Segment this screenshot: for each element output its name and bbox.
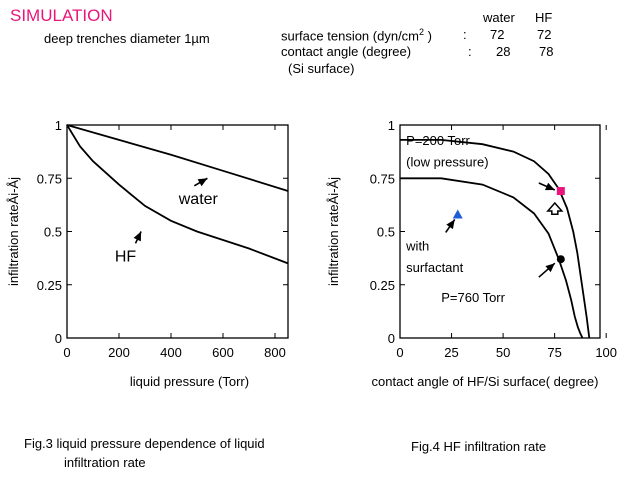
row-label-contact-angle: contact angle (degree) <box>281 44 412 59</box>
row-label-surface-tension: surface tension (dyn/cm2 ) <box>281 27 432 44</box>
x-tick-label: 800 <box>264 345 286 360</box>
low-pressure-arrow-head <box>544 182 555 191</box>
value-water-surface-tension: 72 <box>490 27 505 42</box>
surfactant-arrow-head <box>446 219 455 230</box>
curve-label-3: surfactant <box>406 260 463 275</box>
point-with-surfactant <box>452 209 463 219</box>
value-hf-contact-angle: 78 <box>539 44 554 59</box>
series-line-1 <box>66 124 289 265</box>
series-line-0 <box>66 124 289 192</box>
pressure-increase-arrow <box>546 201 564 215</box>
y-tick-label: 0 <box>55 331 62 346</box>
value-hf-surface-tension: 72 <box>537 27 552 42</box>
x-axis-label: liquid pressure (Torr) <box>130 374 249 389</box>
curve-label-0: P=200 Torr <box>406 133 470 148</box>
y-tick-label: 0.5 <box>377 225 395 240</box>
x-axis-label: contact angle of HF/Si surface( degree) <box>372 374 599 389</box>
fig3-caption: Fig.3 liquid pressure dependence of liqu… <box>24 436 265 451</box>
point-high-pressure-point <box>556 255 565 264</box>
y-tick-label: 0.25 <box>37 278 62 293</box>
curve-label-1: (low pressure) <box>406 155 488 170</box>
series-line-0 <box>400 139 591 339</box>
trench-diameter-note: deep trenches diameter 1µm <box>44 31 210 46</box>
col-header-hf: HF <box>535 10 553 25</box>
high-pressure-arrow-head <box>545 263 555 273</box>
col-header-water: water <box>483 10 515 25</box>
si-surface-note: (Si surface) <box>288 61 355 76</box>
row-sep-contact-angle: : <box>468 44 472 59</box>
fig3-caption-line2: infiltration rate <box>64 455 146 470</box>
value-water-contact-angle: 28 <box>496 44 511 59</box>
y-tick-label: 1 <box>55 118 62 133</box>
x-tick-label: 0 <box>63 345 70 360</box>
y-tick-label: 0.75 <box>370 171 395 186</box>
hf-arrow-head <box>133 231 142 242</box>
simulation-title: SIMULATION <box>10 6 113 25</box>
x-tick-label: 0 <box>396 345 403 360</box>
y-tick-label: 0.25 <box>370 278 395 293</box>
y-axis-label: infiltration rateÅi-Åj <box>6 177 21 286</box>
y-tick-label: 0 <box>388 331 395 346</box>
y-tick-label: 1 <box>388 118 395 133</box>
contact-angle-chart: 0 25 50 75 100 0 0.25 0.5 0.75 1 contact angle of … <box>326 118 617 389</box>
y-axis-label: infiltration rateÅi-Åj <box>326 177 341 286</box>
y-tick-label: 0.5 <box>44 225 62 240</box>
curve-label-4: P=760 Torr <box>441 290 505 305</box>
x-tick-label: 200 <box>108 345 130 360</box>
x-tick-label: 400 <box>160 345 182 360</box>
label-water: water <box>178 191 219 208</box>
x-tick-label: 75 <box>547 345 561 360</box>
curve-label-2: with <box>405 239 429 254</box>
x-tick-label: 25 <box>444 345 458 360</box>
point-low-pressure-point <box>556 187 565 196</box>
row-sep-surface-tension: : <box>463 27 467 42</box>
y-tick-label: 0.75 <box>37 171 62 186</box>
pressure-dependence-chart: 0 200 400 600 800 0 0.25 0.5 0.75 1 liquid pressur… <box>6 118 289 389</box>
label-hf: HF <box>115 248 137 265</box>
x-tick-label: 100 <box>595 345 617 360</box>
x-tick-label: 600 <box>212 345 234 360</box>
water-arrow-head <box>197 178 208 187</box>
fig4-caption: Fig.4 HF infiltration rate <box>411 439 547 454</box>
x-tick-label: 50 <box>496 345 510 360</box>
